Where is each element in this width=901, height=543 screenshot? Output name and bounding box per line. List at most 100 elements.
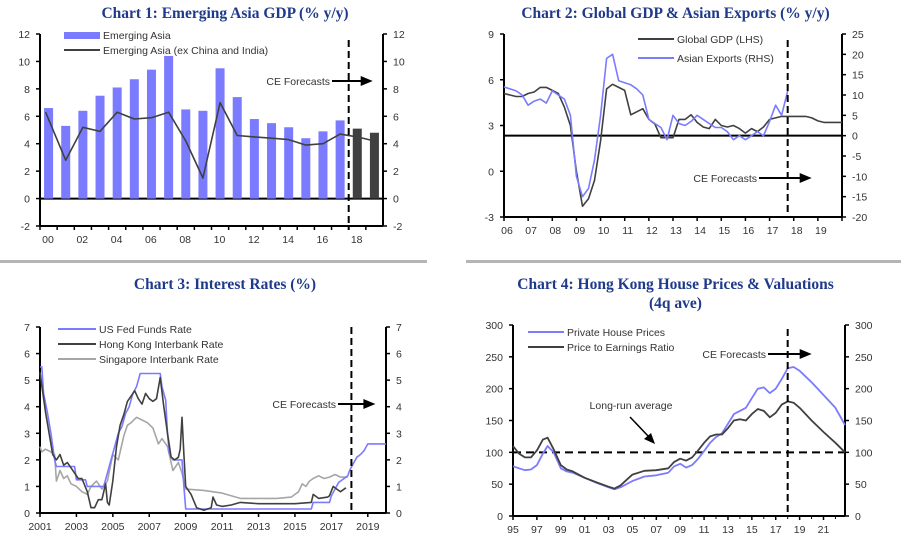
line-asian-exports — [503, 53, 789, 198]
y-tick-label-right: 2 — [396, 455, 402, 467]
y-tick-label-right: 12 — [393, 29, 405, 41]
y-tick-label-right: -10 — [852, 171, 867, 183]
x-tick-label: 00 — [42, 234, 54, 246]
x-tick-label: 2005 — [101, 521, 125, 533]
y-tick-label-right: 0 — [852, 131, 858, 143]
y-tick-label-left: 0 — [24, 194, 30, 206]
x-tick-label: 2001 — [28, 521, 52, 533]
y-tick-label-left: -2 — [21, 221, 30, 233]
y-tick-label-right: 6 — [396, 349, 402, 361]
y-tick-label-left: 250 — [485, 352, 503, 364]
bar — [146, 69, 156, 199]
y-tick-label-left: 9 — [488, 29, 494, 41]
y-tick-label-left: 4 — [24, 139, 30, 151]
bar — [198, 110, 208, 199]
y-tick-label-left: 6 — [488, 75, 494, 87]
y-tick-label-right: 2 — [393, 166, 399, 178]
y-tick-label-left: 0 — [497, 511, 503, 523]
x-tick-label: 09 — [674, 524, 686, 536]
x-tick-label: 19 — [794, 524, 806, 536]
forecast-bar — [352, 128, 362, 199]
chart-4-subtitle: (4q ave) — [649, 295, 702, 312]
x-tick-label: 06 — [501, 225, 513, 237]
y-tick-label-left: 12 — [18, 29, 30, 41]
forecast-label: CE Forecasts — [702, 349, 766, 361]
x-tick-label: 18 — [351, 234, 363, 246]
bar — [215, 68, 225, 199]
bar — [95, 95, 105, 199]
y-tick-label-right: 4 — [393, 139, 399, 151]
y-tick-label-left: 4 — [24, 402, 30, 414]
forecast-label: CE Forecasts — [693, 173, 757, 185]
y-tick-label-right: 5 — [852, 110, 858, 122]
y-tick-label-right: 6 — [393, 111, 399, 123]
y-tick-label-left: 10 — [18, 56, 30, 68]
x-tick-label: 2011 — [211, 521, 234, 533]
y-tick-label-right: 5 — [396, 375, 402, 387]
y-tick-label-left: 50 — [491, 479, 503, 491]
line-global-gdp — [503, 83, 842, 208]
y-tick-label-right: -20 — [852, 212, 867, 224]
x-tick-label: 13 — [670, 225, 682, 237]
y-tick-label-right: 0 — [396, 508, 402, 520]
legend-label: Asian Exports (RHS) — [677, 53, 774, 65]
y-tick-label-left: 6 — [24, 111, 30, 123]
x-tick-label: 08 — [549, 225, 561, 237]
bar — [249, 119, 259, 199]
x-tick-label: 2015 — [283, 521, 307, 533]
y-tick-label-left: 8 — [24, 84, 30, 96]
bar — [44, 108, 54, 199]
y-tick-label-right: 7 — [396, 322, 402, 334]
y-tick-label-right: 10 — [393, 56, 405, 68]
y-tick-label-right: 10 — [852, 90, 864, 102]
y-tick-label-right: 3 — [396, 428, 402, 440]
y-tick-label-left: 300 — [485, 320, 503, 332]
x-tick-label: 10 — [214, 234, 226, 246]
y-tick-label-left: 100 — [485, 447, 503, 459]
bar — [318, 131, 328, 199]
y-tick-label-left: 0 — [24, 508, 30, 520]
x-tick-label: 13 — [722, 524, 734, 536]
x-tick-label: 03 — [603, 524, 615, 536]
forecast-label: CE Forecasts — [272, 399, 336, 411]
bar — [164, 55, 174, 199]
forecast-arrow-head-icon — [799, 349, 812, 359]
y-tick-label-left: 6 — [24, 349, 30, 361]
y-tick-label-left: 3 — [24, 428, 30, 440]
y-tick-label-right: 25 — [852, 29, 864, 41]
x-tick-label: 15 — [746, 524, 758, 536]
x-tick-label: 06 — [145, 234, 157, 246]
forecast-arrow-head-icon — [799, 173, 812, 183]
x-tick-label: 2003 — [65, 521, 89, 533]
y-tick-label-right: 250 — [855, 352, 873, 364]
x-tick-label: 04 — [111, 234, 123, 246]
y-tick-label-right: 50 — [855, 479, 867, 491]
y-tick-label-left: 150 — [485, 416, 503, 428]
long-run-average-label: Long-run average — [590, 400, 673, 412]
x-tick-label: 10 — [598, 225, 610, 237]
x-tick-label: 09 — [574, 225, 586, 237]
legend-label: Private House Prices — [567, 327, 665, 339]
y-tick-label-right: 300 — [855, 320, 873, 332]
chart-4: Chart 4: Hong Kong House Prices & Valuat… — [450, 265, 901, 543]
line-hong-kong-interbank-rate — [39, 372, 347, 512]
chart-2-plot: -3 0 3 6 9 -20 -15 -10 -5 0 5 10 15 20 25 06 07 08 09 10 11 1… — [485, 29, 868, 237]
line-singapore-interbank-rate — [39, 416, 348, 500]
y-tick-label-left: 1 — [24, 481, 30, 493]
bar — [301, 138, 311, 199]
x-tick-label: 05 — [627, 524, 639, 536]
y-tick-label-left: 200 — [485, 384, 503, 396]
y-tick-label-left: 5 — [24, 375, 30, 387]
legend-label: Emerging Asia — [103, 30, 171, 42]
x-tick-label: 2019 — [356, 521, 380, 533]
x-tick-label: 02 — [76, 234, 88, 246]
x-tick-label: 99 — [555, 524, 567, 536]
y-tick-label-left: 7 — [24, 322, 30, 334]
y-tick-label-right: 20 — [852, 49, 864, 61]
chart-1-title: Chart 1: Emerging Asia GDP (% y/y) — [101, 5, 349, 22]
y-tick-label-right: 150 — [855, 416, 873, 428]
bar — [267, 123, 277, 199]
y-tick-label-right: 4 — [396, 402, 402, 414]
bar — [181, 109, 191, 199]
